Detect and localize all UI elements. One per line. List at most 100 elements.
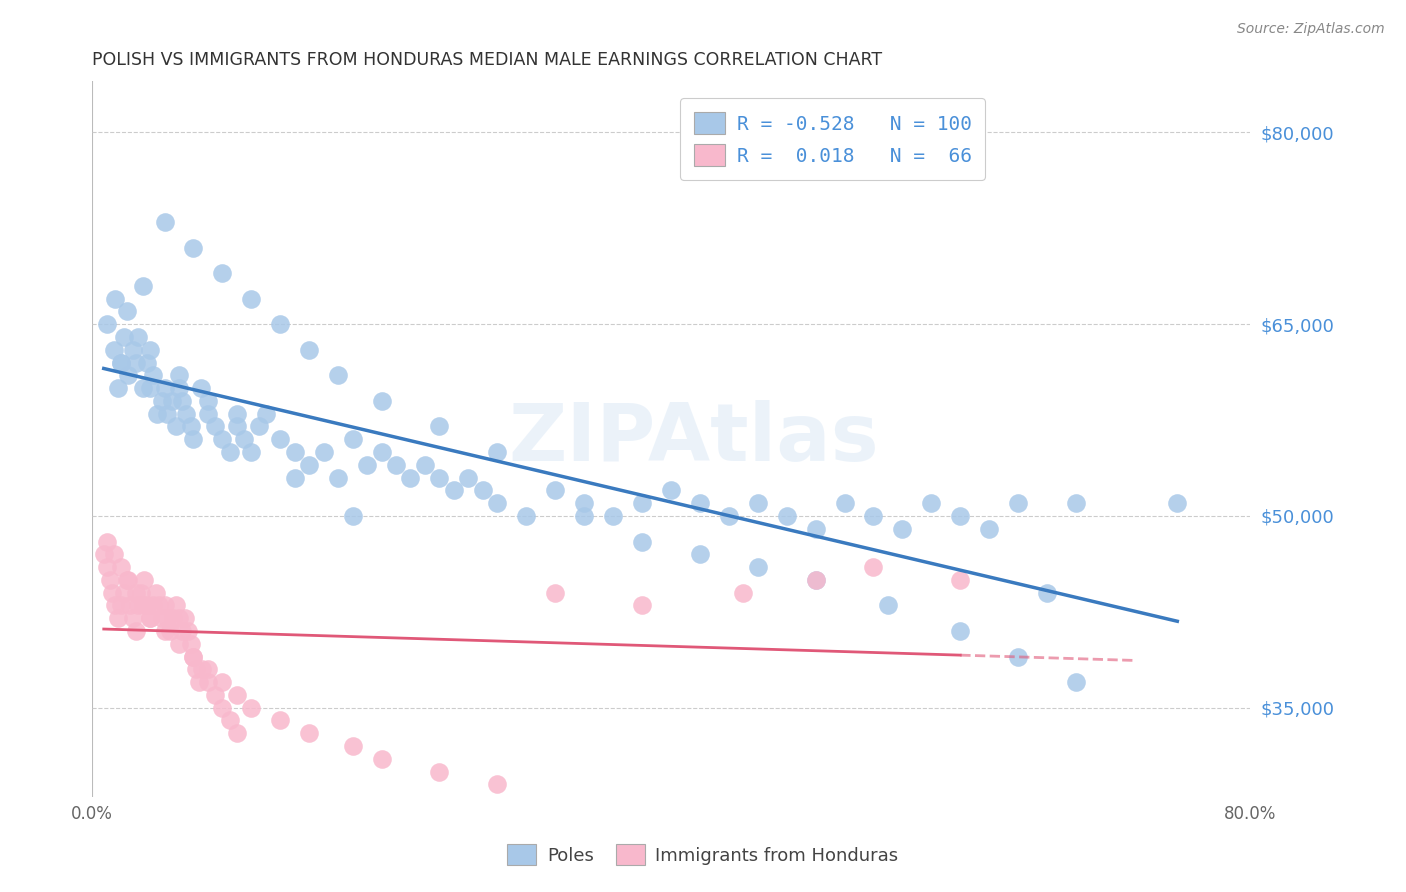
Point bbox=[170, 393, 193, 408]
Point bbox=[218, 714, 240, 728]
Point bbox=[197, 407, 219, 421]
Point bbox=[240, 292, 263, 306]
Point bbox=[190, 381, 212, 395]
Point bbox=[124, 355, 146, 369]
Point bbox=[298, 343, 321, 357]
Point bbox=[96, 317, 118, 331]
Point bbox=[1007, 496, 1029, 510]
Point bbox=[204, 688, 226, 702]
Legend: Poles, Immigrants from Honduras: Poles, Immigrants from Honduras bbox=[501, 837, 905, 872]
Point bbox=[159, 624, 181, 638]
Point bbox=[877, 599, 900, 613]
Point bbox=[1064, 496, 1087, 510]
Point bbox=[160, 393, 183, 408]
Point bbox=[112, 585, 135, 599]
Point bbox=[112, 330, 135, 344]
Point bbox=[370, 393, 392, 408]
Point bbox=[180, 419, 202, 434]
Point bbox=[124, 624, 146, 638]
Point bbox=[211, 266, 233, 280]
Point bbox=[804, 573, 827, 587]
Point bbox=[145, 585, 167, 599]
Point bbox=[167, 637, 190, 651]
Point bbox=[284, 445, 307, 459]
Point bbox=[183, 649, 205, 664]
Point bbox=[117, 573, 139, 587]
Point bbox=[486, 496, 509, 510]
Point bbox=[136, 599, 159, 613]
Point bbox=[804, 522, 827, 536]
Point bbox=[544, 483, 567, 498]
Point bbox=[156, 611, 179, 625]
Point bbox=[413, 458, 436, 472]
Point bbox=[153, 381, 176, 395]
Point bbox=[183, 240, 205, 254]
Point bbox=[776, 508, 799, 523]
Point bbox=[131, 585, 153, 599]
Point bbox=[211, 700, 233, 714]
Text: ZIPAtlas: ZIPAtlas bbox=[509, 401, 879, 478]
Point bbox=[717, 508, 740, 523]
Point bbox=[132, 599, 155, 613]
Point bbox=[115, 573, 138, 587]
Point bbox=[949, 508, 972, 523]
Point bbox=[134, 573, 156, 587]
Point bbox=[127, 599, 149, 613]
Point bbox=[167, 381, 190, 395]
Point bbox=[183, 649, 205, 664]
Point bbox=[572, 496, 595, 510]
Point bbox=[110, 599, 132, 613]
Text: Source: ZipAtlas.com: Source: ZipAtlas.com bbox=[1237, 22, 1385, 37]
Point bbox=[96, 560, 118, 574]
Point bbox=[211, 432, 233, 446]
Point bbox=[180, 637, 202, 651]
Point bbox=[326, 470, 349, 484]
Point bbox=[225, 688, 247, 702]
Point bbox=[486, 445, 509, 459]
Point bbox=[132, 381, 155, 395]
Point bbox=[284, 470, 307, 484]
Point bbox=[429, 764, 451, 779]
Point bbox=[146, 407, 169, 421]
Point bbox=[107, 611, 129, 625]
Point bbox=[1064, 675, 1087, 690]
Point bbox=[949, 573, 972, 587]
Point bbox=[211, 675, 233, 690]
Point bbox=[110, 560, 132, 574]
Point bbox=[269, 714, 291, 728]
Point bbox=[804, 573, 827, 587]
Point bbox=[298, 726, 321, 740]
Point bbox=[173, 611, 195, 625]
Point bbox=[342, 432, 364, 446]
Point bbox=[107, 381, 129, 395]
Point bbox=[148, 599, 170, 613]
Point bbox=[96, 534, 118, 549]
Point bbox=[150, 393, 173, 408]
Point bbox=[139, 343, 162, 357]
Point bbox=[891, 522, 914, 536]
Point bbox=[150, 611, 173, 625]
Point bbox=[101, 585, 124, 599]
Point bbox=[733, 585, 755, 599]
Point bbox=[356, 458, 378, 472]
Point bbox=[949, 624, 972, 638]
Point bbox=[110, 355, 132, 369]
Point bbox=[747, 560, 769, 574]
Point bbox=[443, 483, 465, 498]
Point bbox=[862, 560, 884, 574]
Point bbox=[162, 611, 184, 625]
Point bbox=[326, 368, 349, 383]
Point bbox=[188, 675, 211, 690]
Point bbox=[515, 508, 537, 523]
Point bbox=[139, 611, 162, 625]
Point bbox=[110, 355, 132, 369]
Point bbox=[165, 599, 187, 613]
Point bbox=[121, 343, 143, 357]
Point bbox=[254, 407, 277, 421]
Point bbox=[572, 508, 595, 523]
Point bbox=[834, 496, 856, 510]
Point bbox=[269, 432, 291, 446]
Point bbox=[104, 292, 127, 306]
Point bbox=[183, 432, 205, 446]
Point bbox=[153, 215, 176, 229]
